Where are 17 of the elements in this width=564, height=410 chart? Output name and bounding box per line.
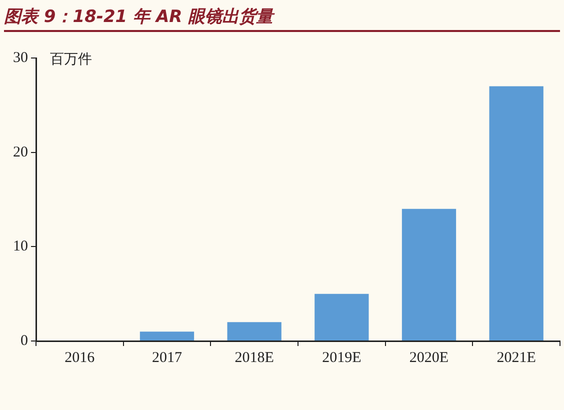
- y-tick-label: 20: [13, 144, 28, 160]
- x-tick-label: 2020E: [409, 350, 449, 366]
- chart-title: 图表 9：18-21 年 AR 眼镜出货量: [4, 4, 560, 32]
- bar: [489, 86, 544, 340]
- x-tick-label: 2017: [152, 350, 182, 366]
- x-tick-label: 2019E: [322, 350, 362, 366]
- y-axis-title: 百万件: [50, 52, 92, 68]
- bar: [314, 294, 369, 340]
- x-tick-label: 2016: [64, 350, 96, 366]
- x-tick-label: 2018E: [234, 350, 274, 366]
- bar: [227, 322, 282, 340]
- bar: [402, 208, 456, 340]
- y-tick-label: 0: [20, 332, 28, 349]
- y-tick-label: 30: [13, 50, 28, 66]
- bar: [140, 332, 194, 340]
- x-tick-label: 2021E: [496, 350, 536, 366]
- y-tick-label: 10: [13, 238, 28, 255]
